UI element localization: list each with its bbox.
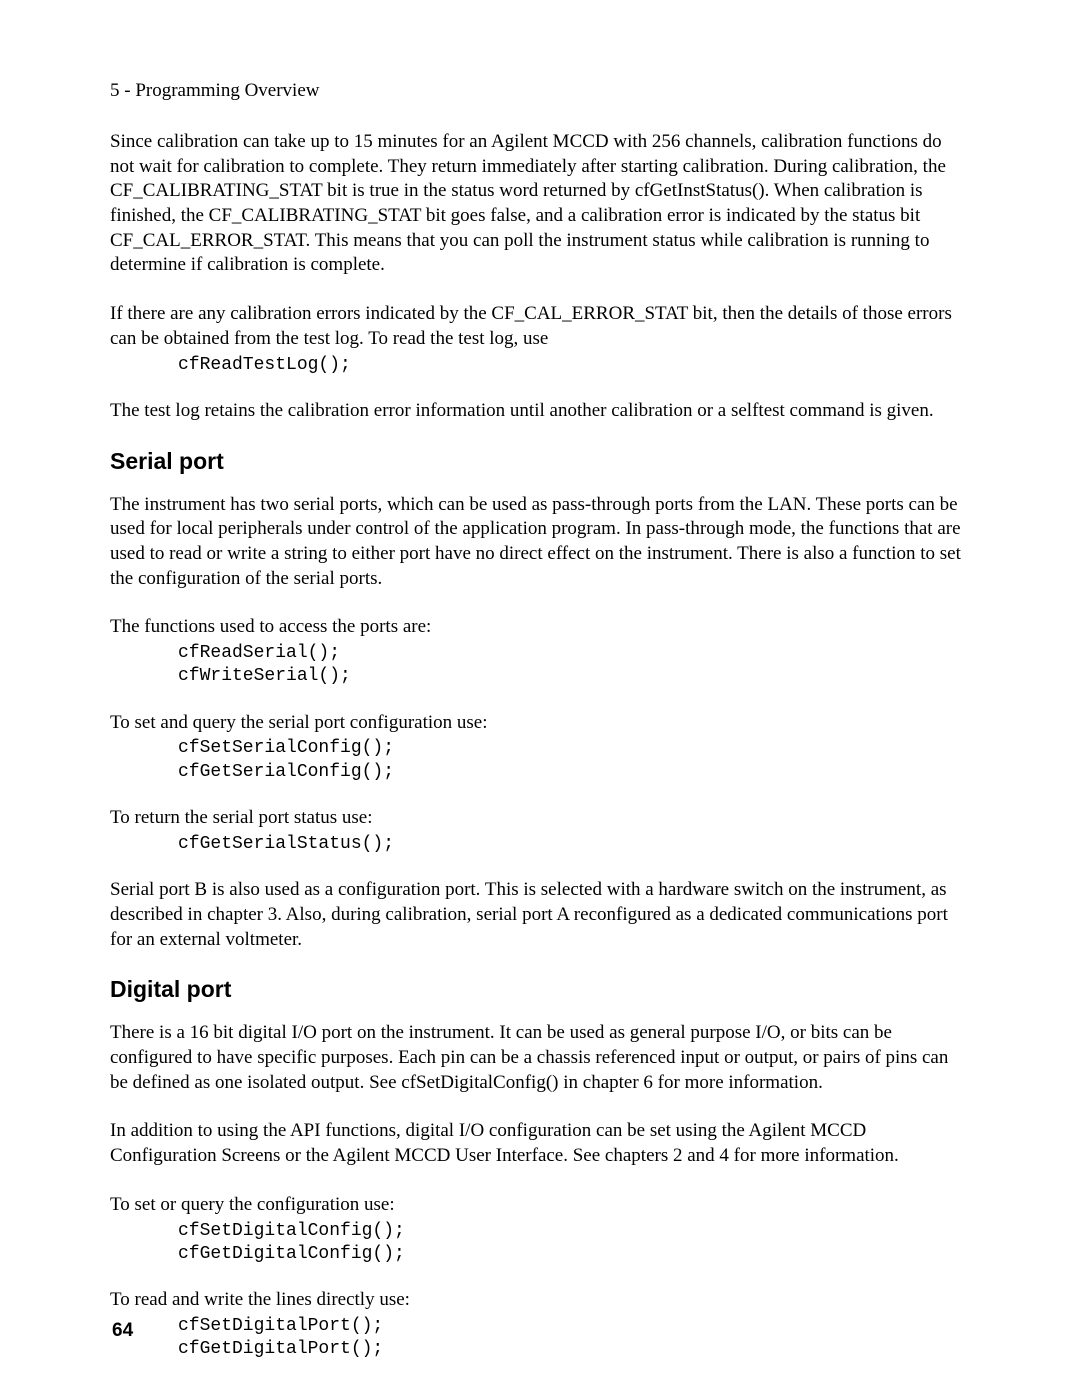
code-read-test-log: cfReadTestLog(); [178, 354, 970, 377]
paragraph-calibration-errors: If there are any calibration errors indi… [110, 302, 970, 351]
paragraph-serial-status-intro: To return the serial port status use: [110, 806, 970, 831]
code-digital-config: cfSetDigitalConfig(); cfGetDigitalConfig… [178, 1220, 970, 1267]
paragraph-serial-port-b: Serial port B is also used as a configur… [110, 878, 970, 952]
paragraph-serial-config-intro: To set and query the serial port configu… [110, 711, 970, 736]
paragraph-test-log-retain: The test log retains the calibration err… [110, 399, 970, 424]
paragraph-digital-intro: There is a 16 bit digital I/O port on th… [110, 1021, 970, 1095]
heading-serial-port: Serial port [110, 448, 970, 475]
paragraph-digital-config-intro: To set or query the configuration use: [110, 1193, 970, 1218]
code-serial-read-write: cfReadSerial(); cfWriteSerial(); [178, 642, 970, 689]
paragraph-serial-access-intro: The functions used to access the ports a… [110, 615, 970, 640]
page-number: 64 [112, 1320, 133, 1342]
code-serial-status: cfGetSerialStatus(); [178, 833, 970, 856]
paragraph-serial-intro: The instrument has two serial ports, whi… [110, 493, 970, 592]
code-serial-config: cfSetSerialConfig(); cfGetSerialConfig()… [178, 737, 970, 784]
paragraph-digital-readwrite-intro: To read and write the lines directly use… [110, 1288, 970, 1313]
code-digital-port: cfSetDigitalPort(); cfGetDigitalPort(); [178, 1315, 970, 1362]
paragraph-calibration-intro: Since calibration can take up to 15 minu… [110, 130, 970, 278]
heading-digital-port: Digital port [110, 976, 970, 1003]
paragraph-digital-api: In addition to using the API functions, … [110, 1119, 970, 1168]
page-header: 5 - Programming Overview [110, 80, 970, 102]
